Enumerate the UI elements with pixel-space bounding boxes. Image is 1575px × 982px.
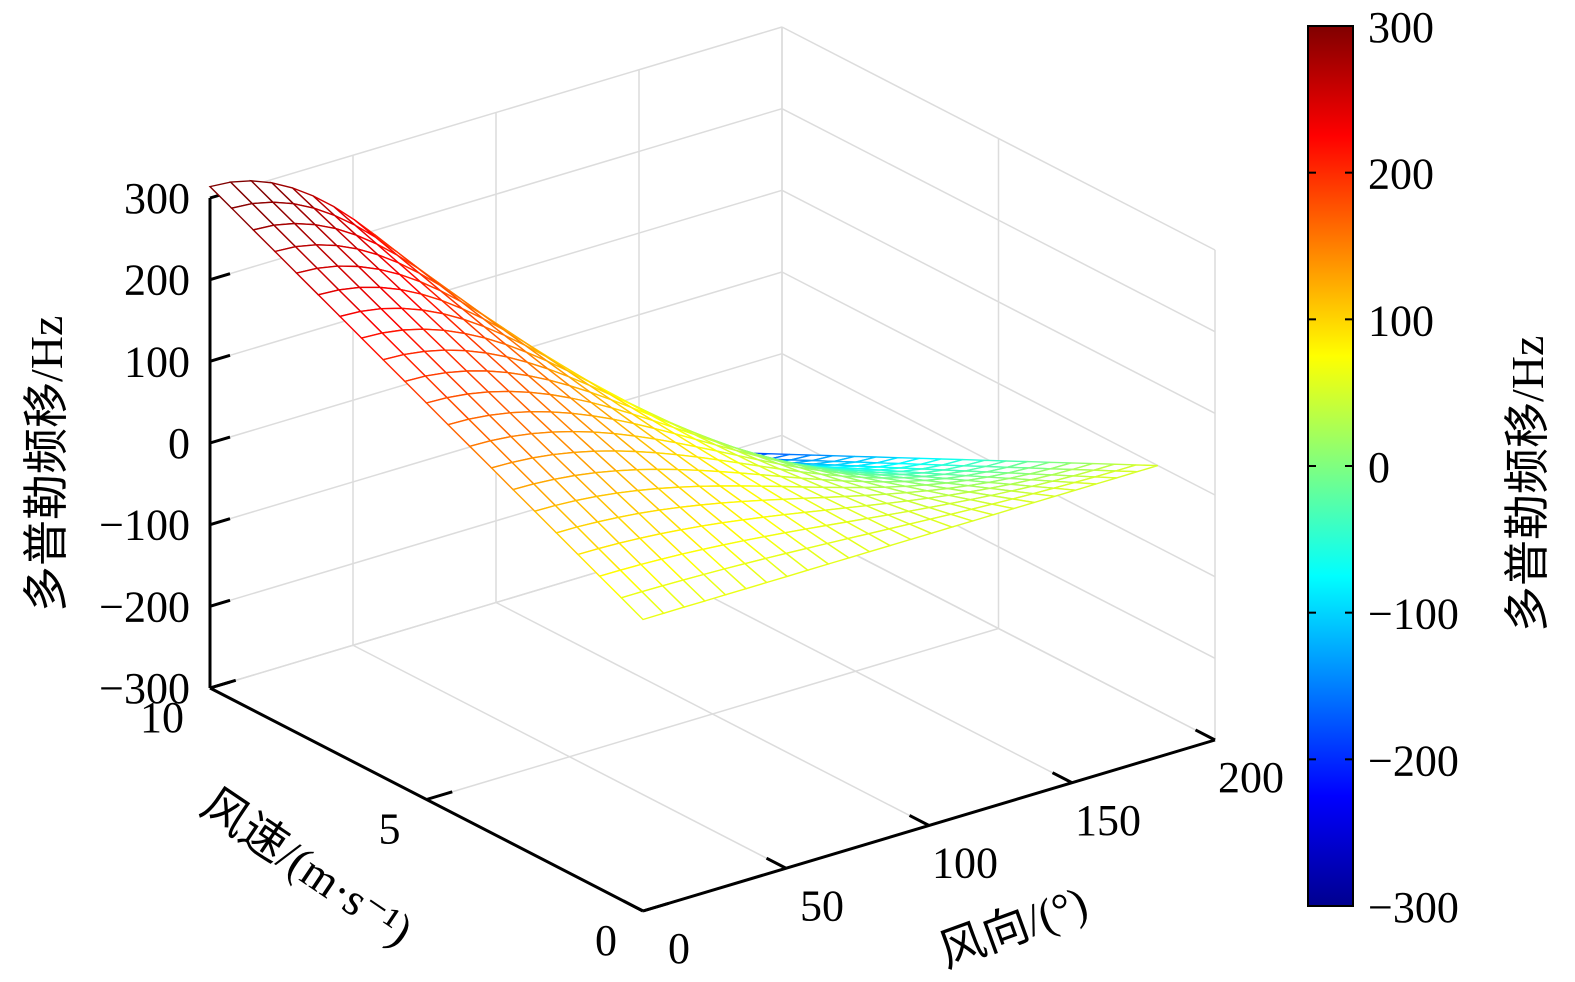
surface-mesh [208,179,1158,621]
z-tick [209,435,231,445]
y-tick-label: 5 [379,805,401,854]
z-tick-label: 100 [124,337,190,386]
y-tick-label: 10 [140,693,184,742]
x-tick [622,899,644,913]
z-tick [209,680,231,690]
x-tick-label: 100 [932,839,998,888]
z-tick-label: −100 [99,501,190,550]
z-tick-label: 300 [124,174,190,223]
colorbar-tick-label: 300 [1368,3,1434,52]
colorbar: −300 −200 −100 0 100 200 300 多普勒频移/Hz [1307,3,1553,932]
y-tick [642,901,670,913]
colorbar-tick-label: 200 [1368,150,1434,199]
x-tick [1051,771,1073,785]
axes [208,190,1216,913]
colorbar-tick-label: 0 [1368,443,1390,492]
z-tick-label: 0 [168,419,190,468]
z-axis-label: 多普勒频移/Hz [21,316,72,612]
colorbar-tick-label: 100 [1368,296,1434,345]
tick-labels: 0 50 100 150 200 0 5 10−300 −200 −100 0 100 200 300 [99,174,1284,973]
x-tick [765,856,787,870]
surface-cell [620,590,665,621]
z-tick [209,598,231,608]
y-tick-label: 0 [595,916,617,965]
colorbar-tick-label: −200 [1368,736,1459,785]
colorbar-ticks: −300 −200 −100 0 100 200 300 [1308,3,1459,932]
z-tick-label: 200 [124,256,190,305]
colorbar-tick-label: −300 [1368,883,1459,932]
x-tick-label: 50 [800,881,844,930]
y-tick [426,790,453,801]
x-tick-label: 200 [1218,753,1284,802]
x-tick-label: 150 [1075,796,1141,845]
colorbar-label: 多普勒频移/Hz [1502,336,1553,632]
z-tick [209,517,231,527]
grid-line [426,627,999,801]
z-tick-label: −200 [99,582,190,631]
z-tick [209,272,231,282]
x-tick-label: 0 [668,924,690,973]
x-tick [908,814,930,827]
x-axis-label: 风向/(°) [932,877,1094,978]
x-tick [1194,728,1216,742]
colorbar-tick-label: −100 [1368,590,1459,639]
z-tick [209,353,231,363]
z-tick-label: −300 [99,664,190,713]
